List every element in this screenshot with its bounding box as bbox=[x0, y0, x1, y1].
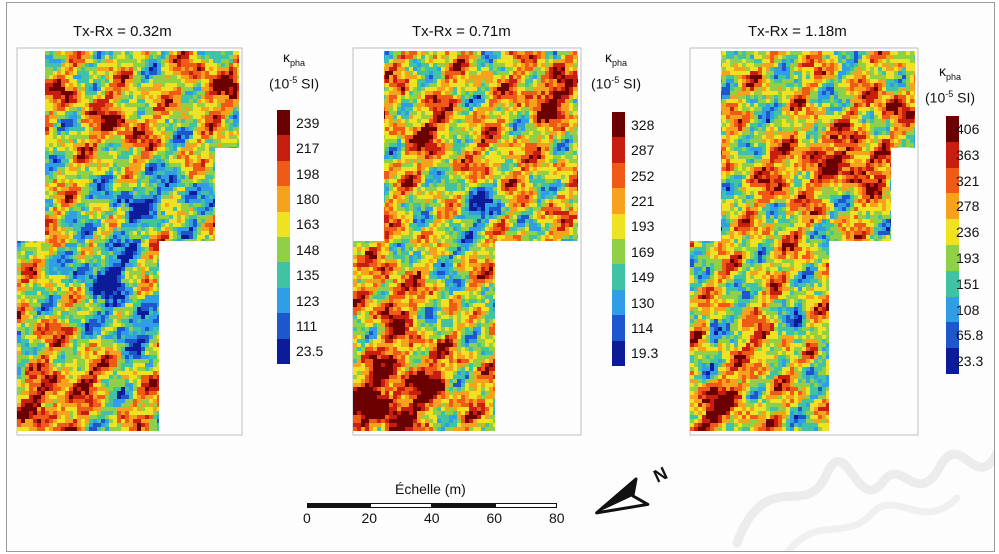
colorbar-2 bbox=[612, 112, 625, 366]
colorbar-tick-label: 180 bbox=[296, 192, 319, 206]
colorbar-swatch bbox=[612, 214, 625, 240]
colorbar-swatch bbox=[277, 288, 290, 314]
colorbar-tick-label: 169 bbox=[631, 245, 654, 259]
scale-tick-label: 40 bbox=[424, 510, 440, 526]
colorbar-swatch bbox=[612, 315, 625, 341]
map-frame-1 bbox=[17, 48, 242, 435]
colorbar-tick-label: 287 bbox=[631, 143, 654, 157]
colorbar-swatch bbox=[612, 239, 625, 265]
colorbar-tick-label: 149 bbox=[631, 270, 654, 284]
map-frame-2 bbox=[353, 48, 581, 435]
colorbar-swatch bbox=[277, 110, 290, 136]
colorbar-tick-label: 406 bbox=[956, 122, 979, 136]
colorbar-swatch bbox=[612, 341, 625, 367]
colorbar-tick-label: 193 bbox=[956, 251, 979, 265]
colorbar-tick-label: 130 bbox=[631, 296, 654, 310]
colorbar-swatch bbox=[612, 290, 625, 316]
legend-title-1: κpha (10-5 SI) bbox=[269, 49, 319, 92]
colorbar-swatch bbox=[277, 262, 290, 288]
colorbar-swatch bbox=[277, 339, 290, 365]
colorbar-swatch bbox=[612, 188, 625, 214]
map-panel-2 bbox=[7, 3, 994, 551]
scale-title: Échelle (m) bbox=[395, 481, 466, 497]
colorbar-swatch bbox=[277, 186, 290, 212]
colorbar-swatch bbox=[612, 163, 625, 189]
colorbar-tick-label: 163 bbox=[296, 217, 319, 231]
colorbar-swatch bbox=[612, 137, 625, 163]
colorbar-tick-label: 19.3 bbox=[631, 346, 658, 360]
north-label: N bbox=[650, 463, 670, 487]
colorbar-swatch bbox=[277, 212, 290, 238]
legend-title-2: κpha (10-5 SI) bbox=[591, 49, 641, 92]
colorbar-tick-label: 193 bbox=[631, 219, 654, 233]
panel-title-3: Tx-Rx = 1.18m bbox=[748, 23, 847, 40]
colorbar-tick-label: 23.5 bbox=[296, 344, 323, 358]
panel-title-1: Tx-Rx = 0.32m bbox=[73, 23, 172, 40]
colorbar-tick-label: 148 bbox=[296, 243, 319, 257]
scale-tick-label: 60 bbox=[487, 510, 503, 526]
colorbar-swatch bbox=[277, 161, 290, 187]
colorbar-tick-label: 252 bbox=[631, 169, 654, 183]
colorbar-swatch bbox=[277, 313, 290, 339]
colorbar-swatch bbox=[277, 135, 290, 161]
colorbar-swatch bbox=[612, 264, 625, 290]
colorbar-1 bbox=[277, 110, 290, 364]
panel-title-2: Tx-Rx = 0.71m bbox=[412, 23, 511, 40]
colorbar-tick-label: 363 bbox=[956, 148, 979, 162]
scale-bar-segment bbox=[495, 503, 558, 508]
colorbar-swatch bbox=[612, 112, 625, 138]
map-frame-3 bbox=[690, 48, 918, 435]
colorbar-tick-label: 221 bbox=[631, 194, 654, 208]
colorbar-tick-label: 239 bbox=[296, 116, 319, 130]
scale-tick-label: 20 bbox=[362, 510, 378, 526]
colorbar-tick-label: 198 bbox=[296, 167, 319, 181]
figure: Tx-Rx = 0.32m κpha (10-5 SI) 239 217 198 18… bbox=[6, 2, 995, 552]
colorbar-tick-label: 328 bbox=[631, 118, 654, 132]
colorbar-tick-label: 135 bbox=[296, 268, 319, 282]
colorbar-tick-label: 108 bbox=[956, 303, 979, 317]
colorbar-tick-label: 278 bbox=[956, 199, 979, 213]
map-panel-3 bbox=[7, 3, 994, 551]
scale-bar-segment bbox=[432, 503, 495, 508]
scale-tick-label: 0 bbox=[303, 510, 311, 526]
colorbar-tick-label: 321 bbox=[956, 174, 979, 188]
legend-title-3: κpha (10-5 SI) bbox=[925, 63, 975, 106]
colorbar-tick-label: 236 bbox=[956, 225, 979, 239]
scale-bar-segment bbox=[370, 503, 433, 508]
colorbar-tick-label: 65.8 bbox=[956, 328, 983, 342]
north-arrow-icon: N bbox=[592, 461, 682, 531]
scale-bar-segment bbox=[307, 503, 370, 508]
colorbar-tick-label: 151 bbox=[956, 277, 979, 291]
colorbar-tick-label: 123 bbox=[296, 294, 319, 308]
colorbar-tick-label: 23.3 bbox=[956, 354, 983, 368]
watermark-logo bbox=[697, 393, 995, 552]
map-panel-1 bbox=[7, 3, 994, 551]
colorbar-tick-label: 111 bbox=[296, 319, 317, 333]
colorbar-swatch bbox=[277, 237, 290, 263]
colorbar-tick-label: 217 bbox=[296, 141, 319, 155]
scale-tick-label: 80 bbox=[549, 510, 565, 526]
colorbar-tick-label: 114 bbox=[631, 321, 653, 335]
